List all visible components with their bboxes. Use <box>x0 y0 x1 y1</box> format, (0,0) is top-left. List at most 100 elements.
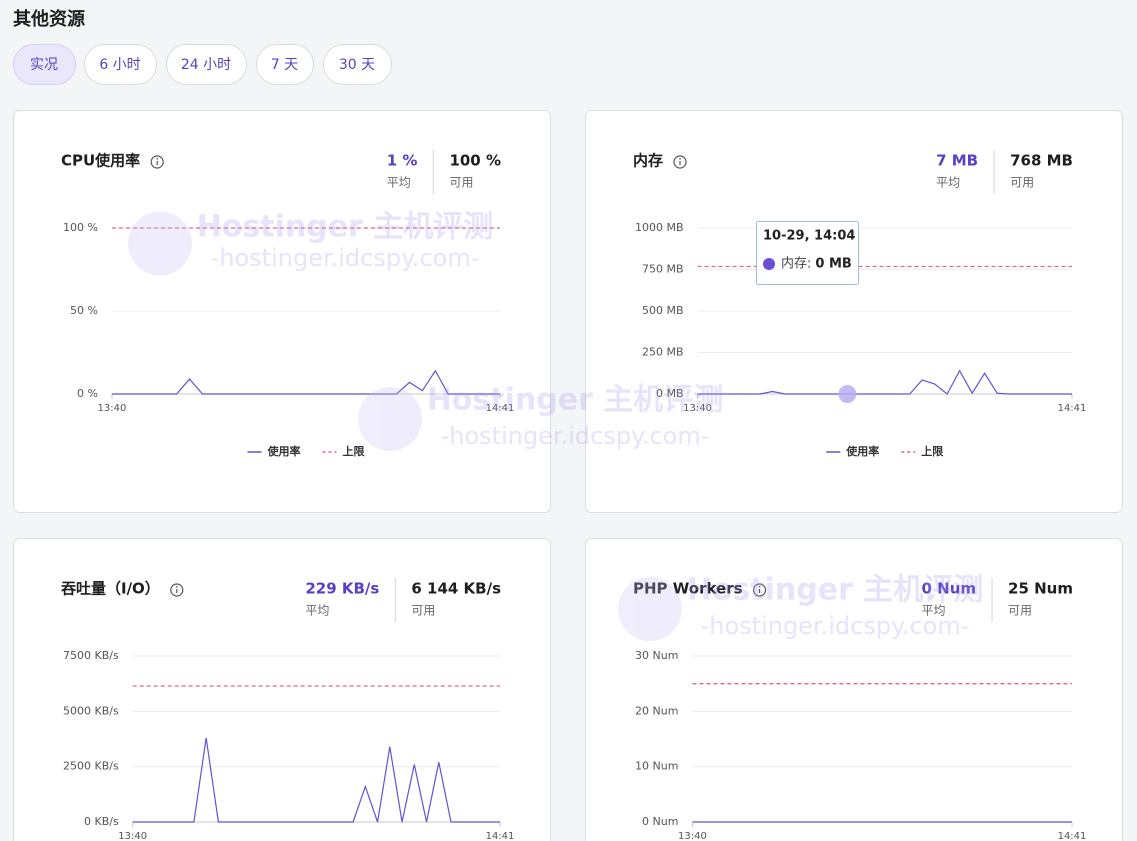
watermark-url: -hostinger.idcspy.com- <box>211 244 480 272</box>
tab-pill[interactable] <box>84 44 157 85</box>
y-tick-label: 1000 MB <box>635 221 684 234</box>
stat-average-label: 平均 <box>936 176 960 190</box>
y-tick-label: 100 % <box>63 221 98 234</box>
legend: 使用率 上限 <box>247 444 364 458</box>
usage-line <box>132 737 500 823</box>
stat-average-label: 平均 <box>922 604 946 618</box>
info-icon[interactable] <box>673 155 687 169</box>
stat-available-label: 可用 <box>1008 604 1032 618</box>
stat-average-value: 1 % <box>387 152 418 170</box>
x-tick-label: 14:41 <box>1058 831 1087 841</box>
stat-average-label: 平均 <box>305 604 329 618</box>
chart-card: CPU使用率 100 % 可用 1 % 平均 0 % 50 % 100 % 13:40 14:41… <box>13 110 551 513</box>
stat-available-label: 可用 <box>411 604 435 618</box>
tooltip-label: 内存: <box>781 256 811 272</box>
info-icon-dot <box>679 158 681 160</box>
chart-title: 内存 <box>633 152 663 170</box>
y-tick-label: 0 % <box>77 387 98 400</box>
x-tick-label: 13:40 <box>683 403 712 414</box>
y-tick-label: 10 Num <box>635 760 678 773</box>
watermark-logo <box>358 387 422 451</box>
stat-available-label: 可用 <box>1010 176 1034 190</box>
legend-label[interactable]: 使用率 <box>845 444 879 458</box>
watermark: Hostinger 主机评测-hostinger.idcspy.com- <box>128 210 493 276</box>
tab-label[interactable]: 6 小时 <box>99 57 140 73</box>
info-icon-dot <box>758 586 761 588</box>
stat-available-value: 25 Num <box>1008 580 1073 598</box>
chart-title: CPU使用率 <box>61 152 140 170</box>
card-bg <box>585 538 1123 841</box>
y-tick-label: 0 Num <box>642 815 678 828</box>
stat-average-value: 229 KB/s <box>305 580 379 598</box>
x-tick-label: 13:40 <box>118 831 147 841</box>
tab[interactable]: 实况 <box>13 44 76 85</box>
tab-label[interactable]: 7 天 <box>271 57 298 73</box>
y-tick-label: 500 MB <box>642 304 684 317</box>
y-tick-label: 250 MB <box>642 346 684 359</box>
usage-line <box>111 369 500 395</box>
tab[interactable]: 7 天 <box>256 44 314 85</box>
legend-label[interactable]: 上限 <box>921 444 943 458</box>
y-tick-label: 5000 KB/s <box>63 704 119 717</box>
legend-label[interactable]: 使用率 <box>266 444 300 458</box>
x-tick-label: 13:40 <box>98 403 127 414</box>
watermark-url: -hostinger.idcspy.com- <box>701 612 970 640</box>
x-tick-label: 14:41 <box>486 831 515 841</box>
y-tick-label: 30 Num <box>635 649 678 662</box>
stat-average-value: 0 Num <box>922 580 977 598</box>
info-icon[interactable] <box>150 155 164 169</box>
legend-label[interactable]: 上限 <box>342 444 364 458</box>
tab-label[interactable]: 24 小时 <box>181 57 231 73</box>
info-icon-dot <box>176 586 178 588</box>
y-tick-label: 0 KB/s <box>84 815 119 828</box>
stat-average-label: 平均 <box>387 176 411 190</box>
tab-label[interactable]: 实况 <box>30 57 58 73</box>
chart-title: PHP Workers <box>633 580 743 598</box>
tab-pill[interactable] <box>323 44 392 85</box>
x-tick-label: 14:41 <box>1058 403 1087 414</box>
info-icon[interactable] <box>170 583 184 597</box>
tooltip-box <box>756 221 859 285</box>
watermark-title: Hostinger 主机评测 <box>687 573 984 608</box>
info-icon-dot <box>156 158 158 160</box>
stat-available-value: 100 % <box>449 152 501 170</box>
watermark: Hostinger 主机评测 -hostinger.idcspy.com- <box>618 573 984 641</box>
tooltip-dot <box>763 258 775 270</box>
y-tick-label: 750 MB <box>642 263 684 276</box>
tooltip-value: 0 MB <box>815 257 851 272</box>
y-tick-label: 0 MB <box>656 387 684 400</box>
tab[interactable]: 24 小时 <box>166 44 247 85</box>
tab-label[interactable]: 30 天 <box>339 57 375 73</box>
tab[interactable]: 6 小时 <box>84 44 157 85</box>
tab-pill[interactable] <box>256 44 314 85</box>
tooltip-title: 10-29, 14:04 <box>763 229 855 244</box>
usage-line <box>697 369 1072 395</box>
tab-pill[interactable] <box>13 44 76 85</box>
x-tick-label: 14:41 <box>486 403 515 414</box>
watermark-logo <box>618 577 682 641</box>
x-tick-label: 13:40 <box>678 831 707 841</box>
hover-point <box>838 385 857 403</box>
watermark-url: -hostinger.idcspy.com- <box>441 422 710 450</box>
chart-card: 内存 768 MB 可用 7 MB 平均 0 MB 250 MB 500 MB 750 MB 10… <box>585 110 1123 513</box>
chart-card: PHP Workers 25 Num 可用 0 Num 平均 0 Num 10 Num 20 … <box>585 538 1123 841</box>
tab-pill[interactable] <box>166 44 247 85</box>
chart-title: 吞吐量（I/O） <box>60 580 160 598</box>
y-tick-label: 20 Num <box>635 704 678 717</box>
watermark-logo <box>128 211 192 276</box>
card-bg <box>13 538 551 841</box>
stat-available-value: 768 MB <box>1010 152 1073 170</box>
watermark-title: Hostinger 主机评测 <box>197 210 494 245</box>
watermark: Hostinger 主机评测-hostinger.idcspy.com- <box>358 383 723 451</box>
y-tick-label: 7500 KB/s <box>63 649 119 662</box>
legend: 使用率 上限 <box>826 444 943 458</box>
stat-average-value: 7 MB <box>936 152 978 170</box>
tab[interactable]: 30 天 <box>323 44 392 85</box>
info-icon[interactable] <box>752 583 767 597</box>
y-tick-label: 2500 KB/s <box>63 760 119 773</box>
stat-available-label: 可用 <box>449 176 473 190</box>
y-tick-label: 50 % <box>70 304 98 317</box>
section-title: 其他资源 <box>13 8 85 30</box>
